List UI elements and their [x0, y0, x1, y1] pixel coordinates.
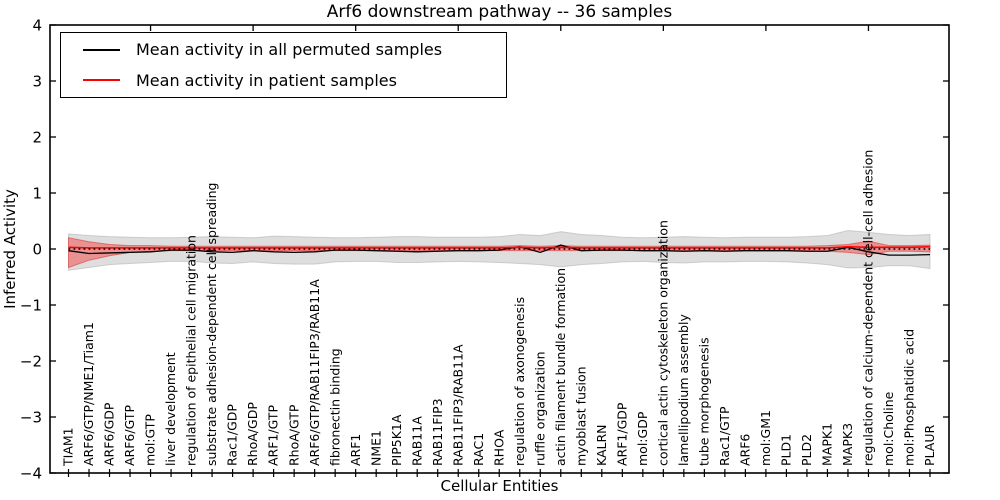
x-tick-label: RhoA/GDP — [245, 402, 260, 466]
x-tick-label: fibronectin binding — [327, 348, 342, 466]
x-tick-label: Rac1/GTP — [717, 406, 732, 466]
x-tick-label: ARF6/GTP/NME1/Tiam1 — [81, 322, 96, 466]
y-tick-label: −4 — [20, 465, 42, 483]
y-tick-label: −3 — [20, 409, 42, 427]
legend-item-patient: Mean activity in patient samples — [61, 66, 506, 94]
y-tick-label: −1 — [20, 297, 42, 315]
x-tick-label: PLD1 — [779, 434, 794, 466]
legend-item-permuted: Mean activity in all permuted samples — [61, 36, 506, 64]
x-axis-label: Cellular Entities — [440, 477, 559, 495]
x-tick-label: ARF6/GDP — [102, 402, 117, 466]
x-tick-label: regulation of axonogenesis — [512, 297, 527, 466]
x-tick-label: ARF6/GTP/RAB11FIP3/RAB11A — [307, 279, 322, 466]
x-tick-label: mol:GDP — [635, 411, 650, 466]
x-tick-label: regulation of epithelial cell migration — [184, 235, 199, 466]
x-tick-label: Rac1/GDP — [225, 404, 240, 466]
x-tick-label: ARF1/GDP — [614, 402, 629, 466]
x-tick-label: ARF6/GTP — [122, 405, 137, 466]
x-tick-label: ruffle organization — [532, 351, 547, 466]
x-tick-label: PLAUR — [922, 425, 937, 466]
x-tick-label: mol:Phosphatidic acid — [902, 329, 917, 466]
x-tick-label: KALRN — [594, 424, 609, 466]
patient-line-sample-icon — [83, 79, 120, 82]
x-tick-label: RAB11A — [409, 416, 424, 466]
x-tick-label: actin filament bundle formation — [553, 268, 568, 466]
x-tick-label: RAB11FIP3 — [430, 398, 445, 466]
x-tick-label: ARF1 — [348, 434, 363, 466]
chart-title: Arf6 downstream pathway -- 36 samples — [326, 2, 673, 22]
x-tick-label: tube morphogenesis — [696, 337, 711, 466]
x-tick-label: myoblast fusion — [573, 366, 588, 466]
x-tick-label: liver development — [163, 352, 178, 466]
y-tick-label: 1 — [32, 185, 42, 203]
legend-label-permuted: Mean activity in all permuted samples — [136, 40, 443, 60]
x-tick-label: RAC1 — [471, 433, 486, 466]
permuted-line-sample-icon — [83, 48, 120, 51]
x-tick-label: mol:GM1 — [758, 410, 773, 466]
y-tick-label: 4 — [32, 17, 42, 35]
y-axis-label: Inferred Activity — [1, 189, 19, 309]
legend-box: Mean activity in all permuted samples Me… — [60, 32, 507, 98]
x-tick-label: RHOA — [491, 429, 506, 466]
x-tick-label: ARF1/GTP — [266, 405, 281, 466]
x-tick-label: mol:GTP — [143, 414, 158, 466]
x-tick-label: MAPK3 — [840, 423, 855, 466]
y-tick-label: 3 — [32, 73, 42, 91]
x-tick-label: MAPK1 — [820, 423, 835, 466]
x-tick-label: substrate adhesion-dependent cell spread… — [204, 183, 219, 466]
x-tick-label: NME1 — [368, 430, 383, 466]
patient-mean-line — [68, 245, 931, 249]
x-tick-label: regulation of calcium-dependent cell-cel… — [861, 150, 876, 466]
x-tick-label: ARF6 — [738, 434, 753, 466]
x-tick-label: cortical actin cytoskeleton organization — [655, 220, 670, 466]
x-tick-label: mol:Choline — [881, 391, 896, 466]
permuted-mean-line — [68, 244, 931, 256]
y-tick-label: 0 — [32, 241, 42, 259]
x-tick-label: TIAM1 — [61, 427, 76, 467]
x-tick-label: RhoA/GTP — [286, 404, 301, 466]
x-tick-label: RAB11FIP3/RAB11A — [450, 344, 465, 466]
x-tick-label: PLD2 — [799, 434, 814, 466]
legend-label-patient: Mean activity in patient samples — [136, 70, 397, 90]
x-tick-label: lamellipodium assembly — [676, 314, 691, 466]
y-tick-label: −2 — [20, 353, 42, 371]
y-tick-label: 2 — [32, 129, 42, 147]
x-tick-label: PIP5K1A — [389, 414, 404, 466]
